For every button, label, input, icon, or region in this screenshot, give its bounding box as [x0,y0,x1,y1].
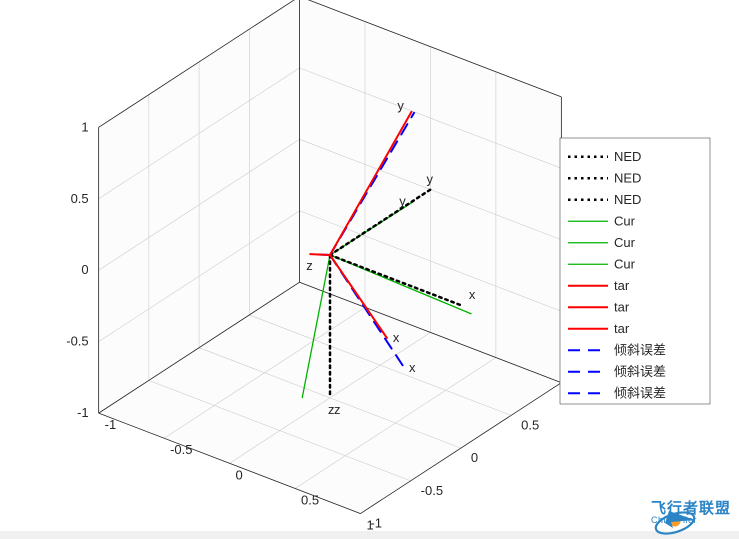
legend-label: tar [614,278,630,293]
legend-label: 倾斜误差 [614,385,666,400]
svg-text:0.5: 0.5 [301,492,319,507]
svg-text:y: y [399,194,406,209]
svg-text:0.5: 0.5 [521,417,539,432]
svg-text:0.5: 0.5 [71,191,89,206]
plot-3d: -1-0.500.51-1-0.500.51-1-0.500.51xyzxxyy… [0,0,739,531]
figure: -1-0.500.51-1-0.500.51-1-0.500.51xyzxxyy… [0,0,739,531]
legend-label: NED [614,170,641,185]
svg-text:-0.5: -0.5 [66,334,88,349]
legend-label: tar [614,321,630,336]
legend-label: tar [614,299,630,314]
watermark-logo-icon [651,501,699,539]
legend-label: Cur [614,235,636,250]
svg-text:x: x [409,360,416,375]
svg-text:0: 0 [81,262,88,277]
svg-text:1: 1 [81,119,88,134]
svg-text:0: 0 [471,450,478,465]
svg-text:-1: -1 [105,417,117,432]
svg-text:-1: -1 [370,516,382,531]
svg-text:z: z [306,258,313,273]
legend-label: 倾斜误差 [614,342,666,357]
legend-label: 倾斜误差 [614,364,666,379]
svg-text:-0.5: -0.5 [170,442,192,457]
svg-text:y: y [426,172,433,187]
series-line [310,254,330,255]
svg-text:z: z [334,402,341,417]
svg-text:0: 0 [236,467,243,482]
legend-label: NED [614,192,641,207]
svg-text:x: x [393,330,400,345]
legend-label: Cur [614,256,636,271]
svg-text:-0.5: -0.5 [421,483,443,498]
svg-text:-1: -1 [77,405,89,420]
legend-label: Cur [614,213,636,228]
watermark: 飞行者联盟 ChinaFlier [651,501,731,525]
legend-label: NED [614,149,641,164]
svg-text:x: x [469,287,476,302]
svg-text:y: y [397,98,404,113]
